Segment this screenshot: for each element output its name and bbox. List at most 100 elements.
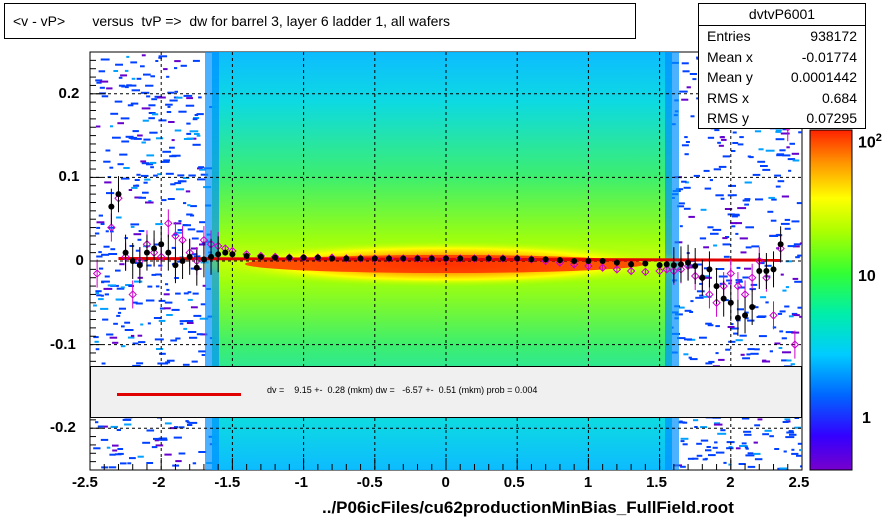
heatmap-cell — [705, 362, 713, 365]
heatmap-cell — [169, 155, 177, 158]
chart-title: <v - vP> versus tvP => dw for barrel 3, … — [4, 3, 636, 39]
heatmap-cell — [715, 352, 719, 355]
heatmap-cell — [705, 449, 712, 452]
heatmap-cell — [196, 134, 201, 137]
footer-filename: ../P06icFiles/cu62productionMinBias_Full… — [322, 498, 734, 517]
profile-black-point — [122, 249, 129, 256]
heatmap-cell — [725, 236, 730, 238]
heatmap-cell — [779, 149, 786, 152]
heatmap-cell — [192, 59, 200, 62]
heatmap-cell — [735, 447, 741, 450]
heatmap-cell — [700, 208, 707, 211]
heatmap-cell — [174, 67, 178, 70]
profile-black-point — [165, 249, 172, 256]
heatmap-cell — [136, 173, 141, 176]
heatmap-cell — [126, 55, 130, 58]
heatmap-cell — [785, 286, 789, 289]
profile-magenta-point — [612, 265, 622, 274]
heatmap-cell — [796, 454, 802, 457]
heatmap-cell — [188, 174, 196, 177]
profile-magenta-point — [733, 281, 743, 291]
heatmap-cell — [144, 178, 151, 181]
heatmap-cell — [722, 155, 731, 158]
heatmap-cell — [683, 353, 689, 356]
heatmap-cell — [113, 322, 118, 325]
heatmap-cell — [707, 226, 714, 229]
heatmap-cell — [739, 136, 744, 139]
heatmap-cell — [187, 291, 192, 294]
stats-row-entries: Entries 938172 — [707, 28, 857, 44]
heatmap-cell — [130, 223, 140, 226]
heatmap-cell — [745, 447, 749, 450]
profile-magenta-point — [747, 273, 757, 282]
heatmap-cell — [782, 421, 789, 423]
heatmap-cell — [157, 96, 166, 99]
heatmap-cell — [104, 181, 112, 184]
heatmap-cell — [787, 245, 796, 248]
profile-black-point — [699, 274, 706, 281]
heatmap-cell — [128, 285, 134, 287]
heatmap-cell — [166, 314, 173, 316]
heatmap-cell — [779, 467, 788, 470]
heatmap-cell — [700, 426, 708, 429]
heatmap-cell — [165, 172, 174, 175]
heatmap-cell — [94, 232, 100, 235]
heatmap-cell — [167, 105, 171, 108]
heatmap-cell — [797, 442, 802, 445]
heatmap-cell — [120, 286, 125, 289]
profile-black-point — [108, 203, 115, 210]
profile-magenta-point — [178, 235, 187, 245]
heatmap-cell — [796, 202, 802, 205]
heatmap-cell — [696, 454, 703, 457]
heatmap-cell — [147, 285, 153, 288]
heatmap-cell — [121, 325, 125, 328]
heatmap-cell — [744, 317, 749, 320]
heatmap-cell — [119, 153, 128, 156]
heatmap-cell — [126, 84, 132, 87]
heatmap-cell — [745, 454, 755, 457]
heatmap-cell — [797, 254, 802, 257]
heatmap-cell — [175, 460, 182, 463]
heatmap-cell — [108, 253, 118, 255]
heatmap-cell — [95, 79, 103, 82]
profile-black-point — [243, 252, 250, 259]
heatmap-cell — [116, 287, 125, 290]
heatmap-cell — [727, 194, 734, 197]
heatmap-cell — [143, 181, 148, 184]
heatmap-cell — [171, 246, 176, 249]
heatmap-cell — [127, 336, 135, 339]
heatmap-cell — [115, 298, 122, 301]
heatmap-cell — [738, 463, 746, 465]
heatmap-cell — [749, 156, 754, 159]
heatmap-cell — [745, 246, 752, 249]
heatmap-cell — [735, 222, 742, 225]
heatmap-cell — [141, 107, 151, 110]
profile-magenta-point — [584, 261, 593, 271]
heatmap-cell — [774, 174, 781, 177]
heatmap-cell — [684, 309, 692, 312]
heatmap-cell — [100, 58, 110, 61]
heatmap-cell — [192, 292, 199, 295]
heatmap-cell — [112, 444, 119, 447]
heatmap-cell — [164, 301, 173, 304]
heatmap-cell — [735, 339, 743, 342]
heatmap-cell — [762, 433, 769, 436]
heatmap-cell — [792, 314, 800, 317]
profile-magenta-point — [107, 223, 116, 232]
heatmap-cell — [771, 198, 777, 201]
heatmap-cell — [765, 149, 775, 152]
profile-magenta-point — [712, 298, 721, 308]
heatmap-cell — [699, 237, 707, 240]
profile-black-point — [314, 254, 321, 261]
profile-black-point — [763, 268, 770, 275]
heatmap-cell — [677, 205, 685, 208]
heatmap-cell — [178, 426, 185, 429]
heatmap-cell — [95, 125, 101, 128]
heatmap-cell — [93, 447, 101, 450]
heatmap-cell — [731, 215, 738, 218]
heatmap-cell — [714, 441, 718, 444]
heatmap-cell — [784, 305, 790, 308]
profile-magenta-point — [641, 267, 650, 277]
profile-magenta-point — [171, 231, 180, 241]
heatmap-cell — [107, 284, 117, 287]
